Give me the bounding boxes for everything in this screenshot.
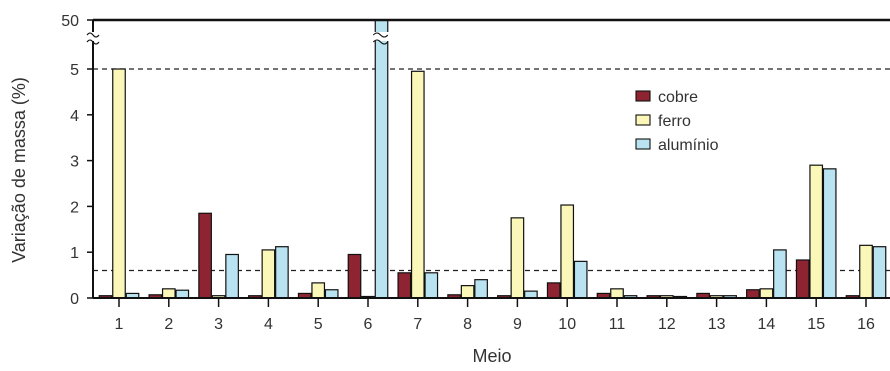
bar-ferro-1 xyxy=(112,68,126,299)
bar-alumnio-8 xyxy=(474,279,488,299)
x-tick-label: 14 xyxy=(758,316,776,333)
x-tick-label: 2 xyxy=(164,316,173,333)
x-tick-label: 13 xyxy=(708,316,726,333)
bar-ferro-9 xyxy=(510,217,525,299)
y-tick-label: 1 xyxy=(70,245,79,262)
bar-alumnio-16 xyxy=(872,246,887,299)
legend-swatch xyxy=(635,114,651,126)
x-tick-label: 1 xyxy=(115,316,124,333)
bar-cobre-14 xyxy=(746,289,760,299)
bar-alumnio-2 xyxy=(175,289,190,299)
x-tick-label: 16 xyxy=(857,316,875,333)
x-tick-label: 3 xyxy=(214,316,223,333)
bar-ferro-15 xyxy=(809,164,824,299)
x-tick-label: 9 xyxy=(513,316,522,333)
bar-alumnio-15 xyxy=(822,168,837,299)
y-tick-label: 5 xyxy=(70,62,79,79)
y-axis-ticks: 0 1 2 3 4 5 50 xyxy=(61,13,93,308)
bar-break-mark xyxy=(372,32,389,38)
x-tick-label: 5 xyxy=(314,316,323,333)
legend-swatch xyxy=(635,138,651,150)
x-tick-label: 11 xyxy=(609,316,626,333)
bar-cobre-3 xyxy=(198,212,212,299)
bar-ferro-7 xyxy=(410,70,425,299)
bars xyxy=(98,19,887,299)
x-tick-label: 4 xyxy=(264,316,273,333)
x-axis-ticks: 1 2 3 4 5 6 7 8 9 10 11 12 13 14 15 16 xyxy=(115,298,875,333)
y-tick-label: 4 xyxy=(70,108,79,125)
x-tick-label: 10 xyxy=(558,316,576,333)
bar-ferro-2 xyxy=(161,288,176,299)
bar-ferro-16 xyxy=(859,244,873,299)
legend-label: alumínio xyxy=(658,137,719,154)
x-tick-label: 7 xyxy=(413,316,422,333)
y-tick-label: 2 xyxy=(70,199,79,216)
legend-swatch xyxy=(635,90,651,102)
bar-alumnio-9 xyxy=(524,290,538,299)
bar-ferro-11 xyxy=(610,288,624,299)
bar-cobre-10 xyxy=(546,282,561,299)
legend: cobre ferro alumínio xyxy=(635,89,719,154)
x-tick-label: 15 xyxy=(807,316,825,333)
legend-label: cobre xyxy=(658,89,698,106)
axis-break-mark xyxy=(86,39,100,45)
bar-alumnio-7 xyxy=(424,272,439,299)
axis-break-mark xyxy=(86,32,100,38)
bar-cobre-15 xyxy=(795,259,810,299)
bar-alumnio-3 xyxy=(225,253,239,299)
bar-ferro-5 xyxy=(311,282,326,299)
x-tick-label: 12 xyxy=(658,316,676,333)
bar-alumnio-4 xyxy=(275,246,289,299)
bar-alumnio-6 xyxy=(374,19,389,299)
bar-alumnio-10 xyxy=(573,260,588,299)
bar-break-mark xyxy=(372,39,389,45)
y-axis-title: Variação de massa (%) xyxy=(9,77,29,263)
axis-break-gap xyxy=(87,32,99,41)
bar-ferro-4 xyxy=(261,249,276,299)
y-tick-label: 50 xyxy=(61,13,79,30)
legend-label: ferro xyxy=(658,113,691,130)
bar-alumnio-5 xyxy=(324,289,339,299)
y-tick-label: 0 xyxy=(70,291,79,308)
bar-alumnio-14 xyxy=(773,249,787,299)
x-tick-label: 8 xyxy=(463,316,472,333)
x-tick-label: 6 xyxy=(364,316,373,333)
bar-ferro-8 xyxy=(460,285,475,299)
bar-cobre-7 xyxy=(397,272,412,299)
reference-lines xyxy=(93,68,890,272)
y-tick-label: 3 xyxy=(70,154,79,171)
bar-cobre-6 xyxy=(347,253,362,299)
bar-ferro-10 xyxy=(560,204,575,299)
bar-ferro-14 xyxy=(759,288,774,299)
x-axis-title: Meio xyxy=(472,346,511,366)
